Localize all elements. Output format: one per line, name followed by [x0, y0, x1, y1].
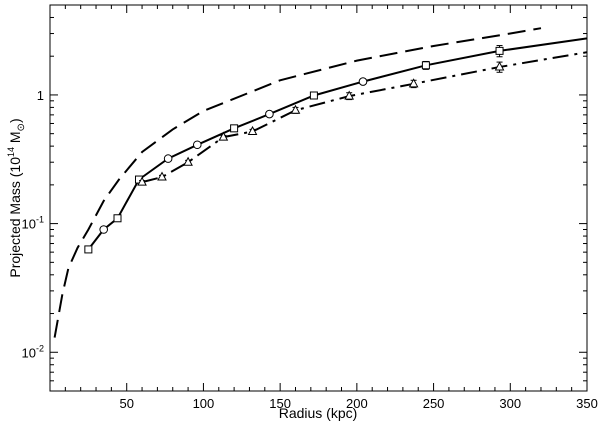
series-line-solid: [87, 37, 588, 251]
data-point-square: [230, 124, 239, 133]
y-axis-title: Projected Mass (1014 M⊙): [6, 118, 27, 277]
y-axis-title-prefix: Projected Mass (10: [7, 157, 23, 278]
data-point-circle: [99, 225, 108, 234]
data-markers: [84, 45, 505, 254]
square-marker: [230, 124, 239, 133]
x-tick-label: 250: [423, 396, 445, 411]
square-marker: [309, 91, 318, 100]
series-line-dash-dot: [141, 51, 588, 184]
circle-marker: [358, 77, 368, 86]
square-marker: [495, 46, 504, 55]
triangle-marker: [408, 78, 419, 88]
data-point-triangle: [344, 90, 355, 101]
data-point-triangle: [408, 78, 419, 89]
x-tick-label: 200: [346, 396, 368, 411]
x-tick-label: 300: [499, 396, 521, 411]
y-tick-label: 10-1: [22, 215, 44, 232]
plot-frame: [49, 4, 588, 392]
triangle-marker: [344, 90, 355, 100]
triangle-marker: [183, 156, 193, 166]
data-point-triangle: [247, 125, 258, 135]
triangle-marker: [247, 125, 258, 135]
triangle-marker: [157, 171, 167, 181]
triangle-marker: [137, 176, 147, 186]
triangle-marker: [290, 104, 301, 114]
y-tick-label: 1: [37, 88, 44, 103]
data-point-circle: [358, 77, 368, 86]
y-tick-label: 10-2: [22, 343, 44, 360]
x-tick-label: 50: [119, 396, 133, 411]
triangle-marker: [218, 131, 229, 141]
data-point-triangle: [218, 131, 229, 141]
data-point-triangle: [183, 156, 193, 166]
data-point-square: [84, 245, 93, 254]
circle-marker: [99, 225, 108, 234]
data-point-triangle: [157, 171, 167, 181]
data-point-square: [309, 91, 318, 100]
y-axis-title-sun-symbol: ⊙: [16, 123, 27, 131]
square-marker: [84, 245, 93, 254]
y-axis-title-suffix: ): [7, 118, 23, 123]
data-point-square: [421, 60, 430, 70]
data-point-square: [113, 214, 122, 223]
square-marker: [421, 61, 430, 70]
tick-labels: 50 100 150 200 250 300 350 10-2 10-1 1: [22, 88, 598, 411]
circle-marker: [265, 109, 274, 119]
circle-marker: [163, 154, 173, 163]
x-axis-title: Radius (kpc): [279, 405, 358, 421]
square-marker: [113, 214, 122, 223]
data-point-circle: [163, 154, 173, 163]
data-point-circle: [192, 140, 202, 150]
data-series: [53, 27, 588, 338]
triangle-marker: [494, 61, 505, 71]
x-tick-label: 350: [576, 396, 598, 411]
data-point-triangle: [290, 104, 301, 114]
y-axis-title-exponent: 14: [6, 147, 16, 157]
data-point-triangle: [494, 61, 505, 73]
data-point-triangle: [137, 176, 147, 186]
circle-marker: [192, 140, 202, 150]
data-point-square: [495, 45, 504, 58]
y-axis-title-unit: M: [7, 131, 23, 147]
data-point-circle: [265, 109, 274, 119]
series-line-dashed: [53, 27, 542, 338]
axis-ticks: [50, 4, 587, 392]
x-tick-label: 150: [269, 396, 291, 411]
x-tick-label: 100: [193, 396, 215, 411]
